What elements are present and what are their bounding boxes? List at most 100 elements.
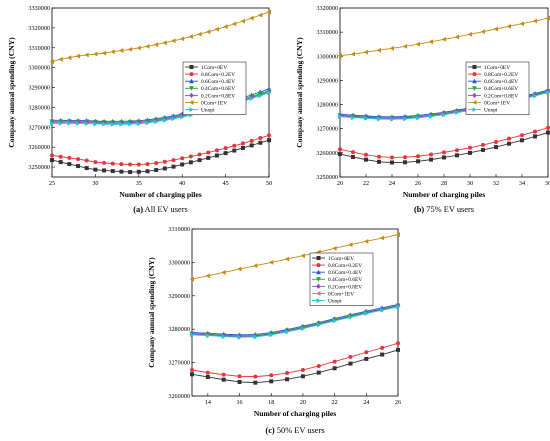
y-tick-label: 3250000 [316,174,338,181]
data-point [101,50,107,56]
data-point [188,154,193,159]
legend-marker [316,269,321,275]
data-point [364,152,368,157]
series-0-8com-0-2ev [190,341,400,379]
series-line [191,305,399,337]
data-point [66,55,72,61]
data-point [58,120,64,126]
data-point [416,154,420,159]
data-point [205,273,210,279]
data-point [351,115,356,121]
data-point [268,260,274,265]
data-point [364,350,369,355]
data-point [127,46,133,52]
panel-caption: (c) 50% EV users [265,426,324,435]
series-line [191,305,399,338]
data-point [190,372,194,377]
data-point [179,36,185,42]
x-axis-label: Number of charging piles [119,190,201,199]
caption-letter: (b) [414,205,424,214]
x-tick-label: 30 [467,180,473,187]
legend-entry: 0Com+1EV [484,100,510,106]
legend-entry: Unopt [201,108,215,114]
data-point [128,162,133,167]
y-tick-label: 3290000 [168,293,190,300]
legend-marker [472,65,477,69]
data-point [364,356,369,361]
data-point [102,168,107,173]
data-point [506,23,511,29]
data-point [197,31,202,37]
data-point [154,119,159,125]
data-point [214,26,219,32]
data-point [348,361,353,366]
data-point [468,145,472,150]
legend-marker [472,92,477,98]
data-point [468,150,472,155]
data-point [348,242,353,248]
data-point [84,121,90,126]
x-tick-label: 40 [179,180,185,187]
data-point [58,154,63,159]
legend-entry: 0.4Com+0.6EV [328,277,362,283]
data-point [390,160,394,165]
legend-marker [316,277,321,282]
data-point [494,139,498,144]
legend-marker [316,256,321,260]
x-tick-label: 28 [441,180,447,187]
x-tick-label: 50 [266,180,272,187]
y-tick-label: 3320000 [316,5,338,12]
data-point [363,49,368,55]
data-point [189,276,194,282]
data-point [377,116,382,122]
legend-entry: Unopt [484,108,498,114]
data-point [284,256,290,262]
legend-entry: 0Com+1EV [201,100,227,106]
data-point [249,138,254,143]
data-point [93,121,98,127]
data-point [390,155,394,160]
data-point [180,114,185,120]
data-point [520,138,524,143]
legend-marker [189,65,194,69]
data-point [481,147,485,152]
data-point [93,167,98,172]
legend-marker [189,100,194,105]
data-point [493,26,498,32]
x-axis-label: Number of charging piles [254,409,336,418]
data-point [546,130,550,135]
data-point [221,372,226,377]
data-point [154,161,159,166]
data-point [249,15,254,21]
data-point [442,150,446,155]
data-point [128,121,133,127]
plot-area-frame [191,228,399,397]
y-tick-label: 3290000 [316,77,338,84]
chart-panel-b: 20 22 24 26 28 30 32 34 36 3250000 3260000 3270000 3… [295,5,550,214]
data-point [240,141,245,146]
x-tick-label: 22 [363,180,369,187]
data-point [84,52,89,58]
data-point [258,93,263,99]
data-point [332,245,337,251]
data-point [237,374,242,379]
data-point [338,152,342,157]
data-point [197,158,202,163]
data-point [253,380,258,385]
data-point [455,110,460,115]
data-point [205,29,211,35]
data-point [67,120,72,126]
data-point [162,159,167,164]
data-point [300,367,305,372]
data-point [480,29,485,35]
data-point [171,116,176,122]
data-point [136,121,142,127]
data-point [136,45,141,51]
data-point [403,155,407,160]
data-point [348,354,353,359]
data-point [337,53,342,59]
y-tick-label: 3300000 [28,65,50,72]
legend-entry: 0.6Com+0.4EV [484,79,518,85]
series-0-8com-0-2ev [338,125,550,160]
data-point [338,114,343,120]
